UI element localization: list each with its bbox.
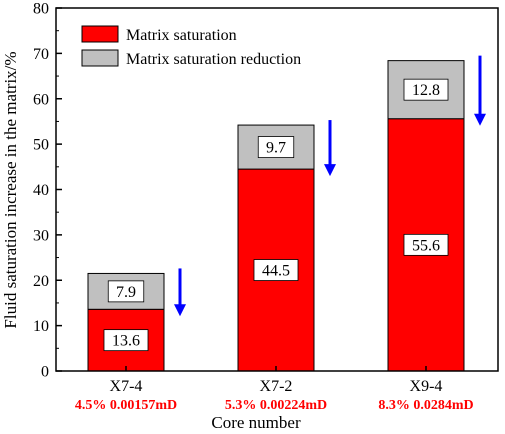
plot-layer: 13.6 7.9 44.5 9.7 55.6 12.8: [87, 55, 486, 372]
down-arrow-head: [174, 304, 186, 317]
axis-layer: X7-4 4.5% 0.00157mD X7-2 5.3% 0.00224mD X9-4…: [33, 1, 474, 414]
data-label: 55.6: [412, 237, 440, 254]
data-label: 44.5: [262, 263, 290, 280]
y-tick-label: 80: [33, 1, 49, 18]
x-tick-label: X7-4: [110, 378, 143, 395]
data-label: 12.8: [412, 82, 440, 99]
legend-swatch-matrix-saturation: [81, 25, 119, 43]
legend-label-matrix-saturation-reduction: Matrix saturation reduction: [126, 51, 301, 68]
down-arrow-head: [324, 164, 336, 177]
data-label-box: [257, 136, 295, 158]
x-tick-label: X7-2: [260, 378, 293, 395]
x-sub-label: 8.3% 0.0284mD: [378, 398, 473, 413]
legend: Matrix saturation Matrix saturation redu…: [81, 25, 301, 68]
data-label: 7.9: [116, 284, 136, 301]
legend-label-matrix-saturation: Matrix saturation: [126, 27, 237, 44]
data-label-box: [403, 233, 449, 256]
y-tick-label: 50: [33, 137, 49, 154]
y-tick-label: 10: [33, 318, 49, 335]
data-label-box: [103, 329, 149, 352]
y-axis-title: Fluid saturation increase in the matrix/…: [1, 51, 20, 328]
y-tick-label: 20: [33, 273, 49, 290]
y-tick-label: 70: [33, 46, 49, 63]
legend-swatch-matrix-saturation-reduction: [81, 49, 119, 67]
y-tick-label: 40: [33, 182, 49, 199]
x-axis-title: Core number: [211, 413, 301, 432]
data-label-box: [403, 78, 449, 101]
data-label-box: [253, 259, 299, 281]
x-tick-label: X9-4: [410, 378, 443, 395]
x-sub-label: 5.3% 0.00224mD: [225, 398, 327, 413]
data-label-box: [107, 280, 145, 303]
data-label: 9.7: [266, 140, 286, 157]
y-tick-label: 60: [33, 91, 49, 108]
down-arrow-head: [474, 113, 486, 126]
y-tick-label: 30: [33, 227, 49, 244]
data-label: 13.6: [112, 333, 140, 350]
y-tick-label: 0: [41, 364, 49, 381]
x-sub-label: 4.5% 0.00157mD: [75, 398, 177, 413]
